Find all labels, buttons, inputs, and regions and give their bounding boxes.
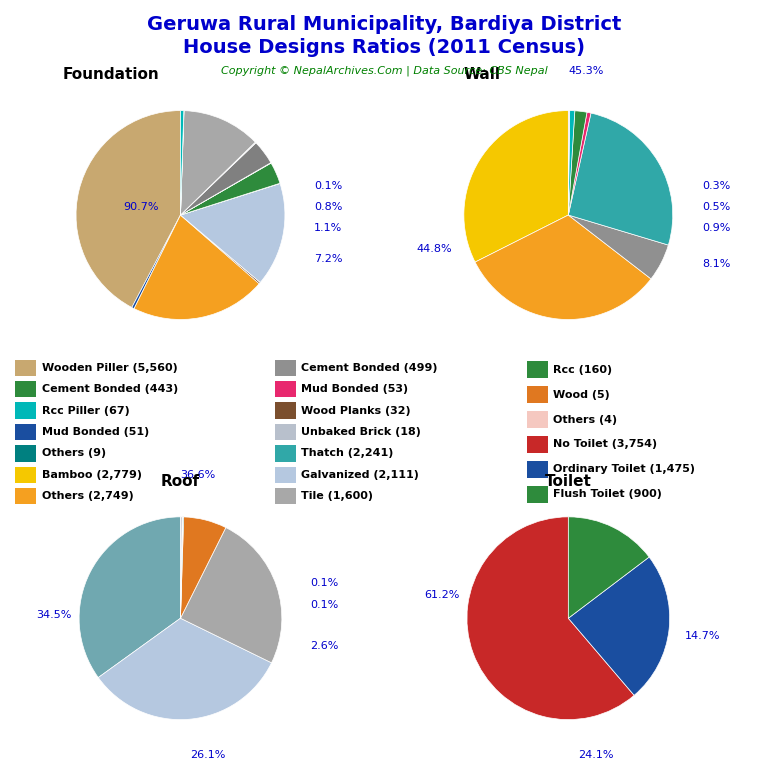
- Text: 0.1%: 0.1%: [310, 578, 339, 588]
- Wedge shape: [180, 142, 256, 215]
- Bar: [527, 436, 548, 452]
- Wedge shape: [180, 517, 183, 618]
- Wedge shape: [475, 215, 651, 319]
- Wedge shape: [132, 215, 180, 309]
- Text: 36.6%: 36.6%: [180, 470, 216, 480]
- Wedge shape: [134, 215, 259, 319]
- Bar: [527, 412, 548, 428]
- Text: 0.1%: 0.1%: [314, 181, 343, 191]
- Text: 0.8%: 0.8%: [314, 202, 343, 212]
- Bar: [15, 424, 36, 440]
- Bar: [527, 386, 548, 402]
- Text: Others (4): Others (4): [553, 415, 617, 425]
- Text: 26.1%: 26.1%: [190, 750, 226, 760]
- Text: Wood (5): Wood (5): [553, 389, 610, 399]
- Wedge shape: [180, 143, 271, 215]
- Text: Others (9): Others (9): [41, 449, 106, 458]
- Wedge shape: [568, 113, 673, 245]
- Text: Unbaked Brick (18): Unbaked Brick (18): [301, 427, 421, 437]
- Wedge shape: [180, 517, 182, 618]
- Wedge shape: [180, 184, 285, 283]
- Text: 7.2%: 7.2%: [314, 254, 343, 264]
- Bar: [275, 402, 296, 419]
- Text: Cement Bonded (443): Cement Bonded (443): [41, 384, 178, 394]
- Bar: [15, 381, 36, 398]
- Text: 44.8%: 44.8%: [417, 243, 452, 253]
- Text: 0.9%: 0.9%: [702, 223, 730, 233]
- Text: Thatch (2,241): Thatch (2,241): [301, 449, 393, 458]
- Text: Galvanized (2,111): Galvanized (2,111): [301, 470, 419, 480]
- Wedge shape: [180, 111, 255, 215]
- Wedge shape: [180, 517, 184, 618]
- Bar: [275, 424, 296, 440]
- Wedge shape: [568, 215, 668, 279]
- Text: Mud Bonded (53): Mud Bonded (53): [301, 384, 409, 394]
- Text: Geruwa Rural Municipality, Bardiya District: Geruwa Rural Municipality, Bardiya Distr…: [147, 15, 621, 35]
- Text: 61.2%: 61.2%: [425, 590, 460, 600]
- Wedge shape: [464, 111, 568, 262]
- Bar: [15, 445, 36, 462]
- Text: Ordinary Toilet (1,475): Ordinary Toilet (1,475): [553, 465, 695, 475]
- Text: No Toilet (3,754): No Toilet (3,754): [553, 439, 657, 449]
- Text: 14.7%: 14.7%: [685, 631, 720, 641]
- Text: Others (2,749): Others (2,749): [41, 492, 134, 502]
- Text: Rcc Piller (67): Rcc Piller (67): [41, 406, 129, 415]
- Text: Cement Bonded (499): Cement Bonded (499): [301, 362, 438, 372]
- Wedge shape: [180, 163, 271, 215]
- Bar: [275, 381, 296, 398]
- Wedge shape: [568, 112, 591, 215]
- Text: Wall: Wall: [464, 67, 501, 82]
- Bar: [527, 486, 548, 502]
- Wedge shape: [467, 517, 634, 720]
- Text: Rcc (160): Rcc (160): [553, 365, 612, 375]
- Text: Copyright © NepalArchives.Com | Data Source: CBS Nepal: Copyright © NepalArchives.Com | Data Sou…: [220, 65, 548, 76]
- Text: Tile (1,600): Tile (1,600): [301, 492, 373, 502]
- Bar: [527, 462, 548, 478]
- Text: 24.1%: 24.1%: [578, 750, 614, 760]
- Bar: [527, 362, 548, 378]
- Wedge shape: [98, 618, 272, 720]
- Text: 8.1%: 8.1%: [702, 260, 730, 270]
- Bar: [15, 402, 36, 419]
- Wedge shape: [180, 528, 282, 663]
- Bar: [15, 359, 36, 376]
- Bar: [15, 466, 36, 483]
- Wedge shape: [180, 215, 260, 283]
- Text: Foundation: Foundation: [63, 67, 160, 82]
- Text: 45.3%: 45.3%: [568, 66, 604, 76]
- Text: 34.5%: 34.5%: [37, 611, 72, 621]
- Text: Bamboo (2,779): Bamboo (2,779): [41, 470, 141, 480]
- Text: Mud Bonded (51): Mud Bonded (51): [41, 427, 149, 437]
- Wedge shape: [568, 111, 570, 215]
- Wedge shape: [180, 163, 280, 215]
- Wedge shape: [568, 517, 649, 618]
- Title: Toilet: Toilet: [545, 474, 592, 489]
- Wedge shape: [568, 557, 670, 695]
- Bar: [15, 488, 36, 505]
- Wedge shape: [568, 111, 574, 215]
- Wedge shape: [79, 517, 180, 677]
- Text: Wood Planks (32): Wood Planks (32): [301, 406, 411, 415]
- Bar: [275, 359, 296, 376]
- Wedge shape: [568, 111, 587, 215]
- Text: Flush Toilet (900): Flush Toilet (900): [553, 489, 662, 499]
- Text: 0.5%: 0.5%: [702, 202, 730, 212]
- Text: 2.6%: 2.6%: [310, 641, 339, 650]
- Wedge shape: [180, 184, 280, 215]
- Title: Roof: Roof: [161, 474, 200, 489]
- Text: 90.7%: 90.7%: [123, 202, 158, 212]
- Wedge shape: [180, 111, 184, 215]
- Text: House Designs Ratios (2011 Census): House Designs Ratios (2011 Census): [183, 38, 585, 58]
- Wedge shape: [76, 111, 180, 307]
- Text: 0.3%: 0.3%: [702, 181, 730, 191]
- Bar: [275, 466, 296, 483]
- Bar: [275, 445, 296, 462]
- Wedge shape: [180, 517, 226, 618]
- Text: 0.1%: 0.1%: [310, 600, 339, 610]
- Wedge shape: [180, 111, 184, 215]
- Bar: [275, 488, 296, 505]
- Text: 1.1%: 1.1%: [314, 223, 343, 233]
- Text: Wooden Piller (5,560): Wooden Piller (5,560): [41, 362, 177, 372]
